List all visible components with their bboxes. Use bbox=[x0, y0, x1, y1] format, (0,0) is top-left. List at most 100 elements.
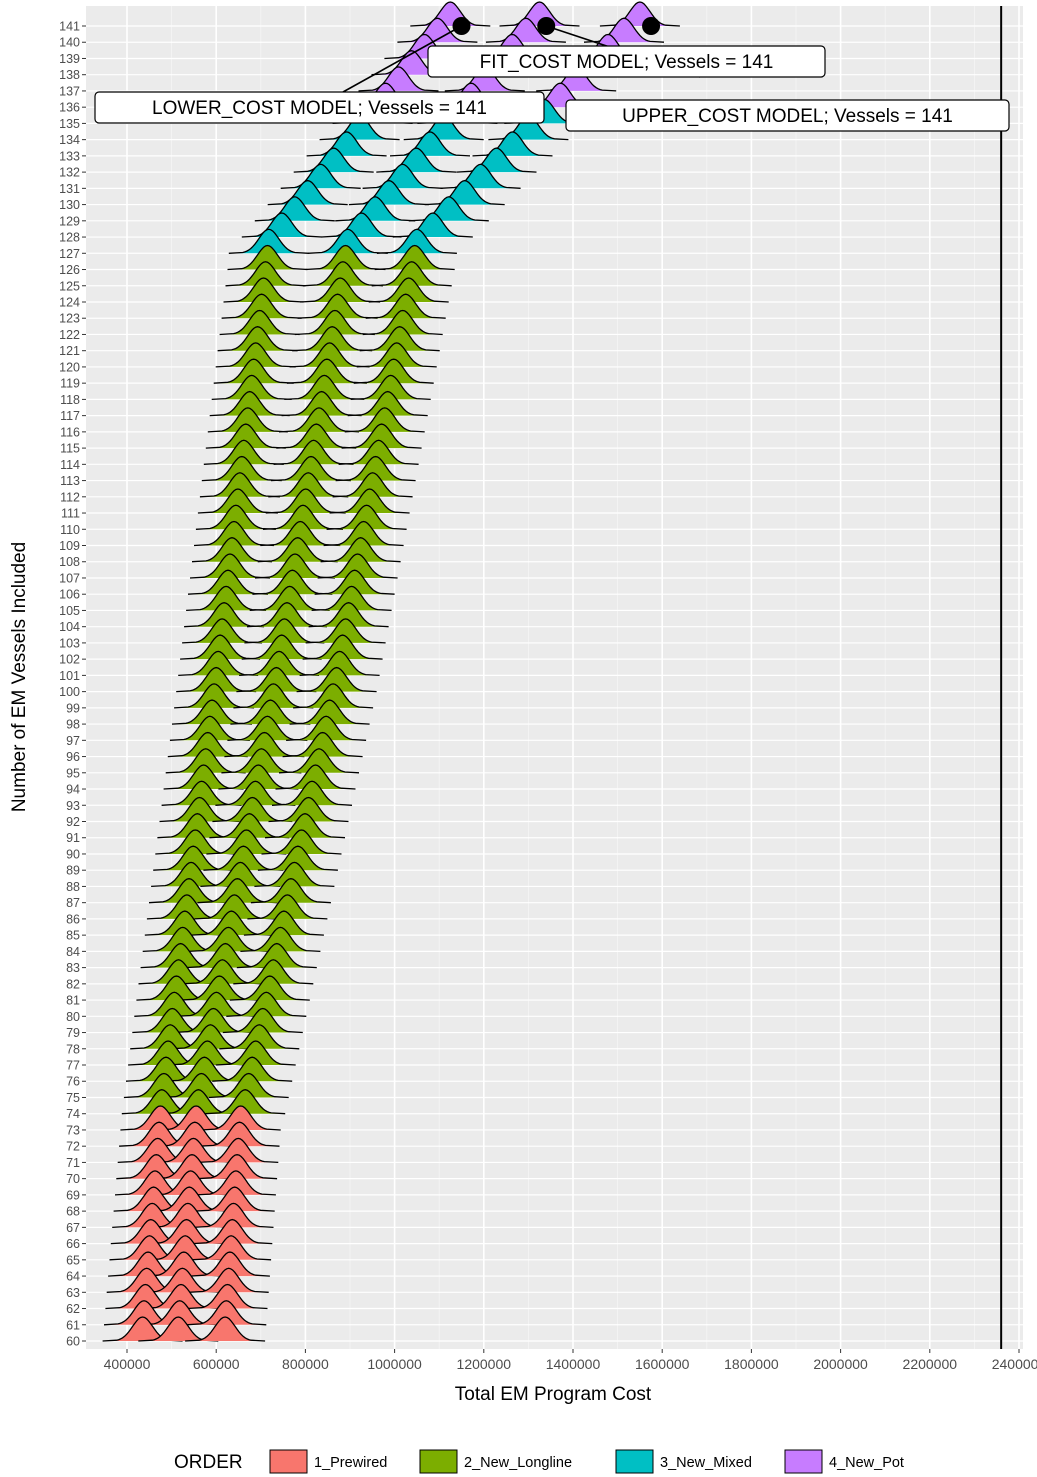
ridge-fill bbox=[305, 245, 386, 270]
y-tick-label: 110 bbox=[60, 523, 80, 537]
ridge-fill bbox=[240, 927, 321, 952]
y-tick-label: 141 bbox=[59, 20, 80, 34]
ridge-outline bbox=[186, 1300, 267, 1326]
ridge-outline bbox=[293, 683, 374, 709]
ridge-outline bbox=[326, 504, 407, 530]
ridge-fill bbox=[335, 456, 416, 481]
y-tick-label: 91 bbox=[66, 831, 80, 845]
ridge-fill bbox=[150, 1170, 231, 1195]
ridge-fill bbox=[319, 115, 400, 140]
ridge-fill bbox=[255, 554, 335, 578]
ridge-fill bbox=[332, 472, 413, 497]
ridge-outline bbox=[230, 699, 311, 725]
ridge-fill bbox=[207, 407, 288, 432]
ridge-outline bbox=[275, 764, 356, 790]
x-tick-label: 1400000 bbox=[546, 1356, 601, 1372]
ridge-fill bbox=[172, 700, 252, 725]
ridge-fill bbox=[187, 1284, 268, 1309]
ridge-fill bbox=[297, 294, 378, 319]
ridge-fill bbox=[410, 2, 491, 26]
ridge-fill bbox=[284, 375, 365, 400]
ridge-outline bbox=[219, 309, 300, 336]
ridge-fill bbox=[223, 278, 304, 302]
ridge-fill bbox=[243, 911, 324, 936]
ridge-outline bbox=[236, 942, 317, 969]
ridge-fill bbox=[102, 1317, 183, 1341]
ridge-outline bbox=[185, 1316, 266, 1342]
ridge-outline bbox=[188, 926, 269, 953]
ridge-outline bbox=[271, 780, 353, 806]
ridge-fill bbox=[200, 1106, 281, 1130]
ridge-fill bbox=[227, 245, 308, 270]
ridge-outline bbox=[268, 472, 349, 498]
y-tick-label: 65 bbox=[66, 1253, 80, 1267]
ridge-fill bbox=[263, 505, 343, 530]
ridge-fill bbox=[117, 1138, 198, 1163]
ridge-outline bbox=[173, 1007, 254, 1034]
ridge-fill bbox=[165, 748, 246, 773]
ridge-outline bbox=[182, 959, 263, 985]
y-tick-label: 63 bbox=[66, 1286, 80, 1300]
ridge-fill bbox=[265, 813, 345, 838]
ridge-fill bbox=[212, 797, 293, 822]
ridge-outline bbox=[151, 1154, 233, 1180]
ridge-fill bbox=[356, 342, 437, 367]
ridge-fill bbox=[205, 1089, 286, 1114]
ridge-fill bbox=[408, 196, 489, 221]
ridge-fill bbox=[189, 1252, 270, 1277]
ridge-fill bbox=[164, 1057, 245, 1082]
ridge-fill bbox=[362, 164, 443, 189]
ridge-outline bbox=[130, 1024, 211, 1050]
ridge-outline bbox=[191, 537, 273, 563]
x-tick-label: 1200000 bbox=[457, 1356, 512, 1372]
ridge-fill bbox=[260, 521, 341, 546]
ridge-outline bbox=[236, 666, 317, 693]
ridge-fill bbox=[138, 959, 219, 984]
y-tick-label: 64 bbox=[66, 1270, 80, 1284]
callout-label: FIT_COST MODEL; Vessels = 141 bbox=[480, 52, 774, 73]
ridge-fill bbox=[268, 797, 349, 822]
ridge-outline bbox=[302, 261, 383, 287]
ridge-outline bbox=[276, 423, 357, 449]
ridge-outline bbox=[362, 309, 443, 336]
ridge-outline bbox=[338, 439, 419, 465]
ridge-outline bbox=[262, 504, 344, 530]
ridge-outline bbox=[201, 455, 282, 482]
ridge-fill bbox=[305, 618, 386, 643]
ridge-outline bbox=[317, 553, 398, 579]
y-tick-label: 73 bbox=[66, 1123, 80, 1137]
ridge-outline bbox=[161, 780, 242, 806]
ridge-outline bbox=[194, 1186, 275, 1212]
ridge-fill bbox=[221, 748, 302, 773]
ridge-outline bbox=[219, 1024, 300, 1050]
ridge-fill bbox=[119, 1122, 200, 1147]
ridge-outline bbox=[184, 602, 265, 628]
y-tick-label: 72 bbox=[66, 1140, 80, 1154]
ridge-fill bbox=[344, 407, 425, 432]
ridge-fill bbox=[206, 830, 287, 854]
ridge-outline bbox=[241, 634, 322, 660]
ridge-outline bbox=[374, 244, 455, 271]
y-tick-label: 93 bbox=[66, 799, 80, 813]
ridge-fill bbox=[254, 862, 335, 887]
ridge-outline bbox=[254, 861, 335, 888]
y-tick-label: 70 bbox=[66, 1172, 80, 1186]
ridge-outline bbox=[332, 472, 413, 498]
ridge-fill bbox=[145, 1235, 226, 1260]
y-tick-label: 67 bbox=[66, 1221, 80, 1235]
y-tick-label: 92 bbox=[66, 815, 80, 829]
ridge-fill bbox=[182, 959, 263, 984]
ridge-outline bbox=[144, 910, 225, 936]
x-tick-label: 400000 bbox=[104, 1356, 151, 1372]
ridge-outline bbox=[300, 277, 381, 303]
ridge-fill bbox=[267, 180, 348, 205]
ridge-outline bbox=[335, 455, 416, 482]
ridge-outline bbox=[150, 1170, 231, 1196]
ridge-outline bbox=[261, 829, 342, 855]
y-tick-label: 111 bbox=[61, 507, 80, 521]
ridge-fill bbox=[289, 342, 370, 367]
ridge-fill bbox=[233, 683, 314, 708]
ridge-fill bbox=[190, 554, 270, 578]
y-tick-label: 138 bbox=[59, 68, 80, 82]
ridge-fill bbox=[219, 310, 300, 335]
